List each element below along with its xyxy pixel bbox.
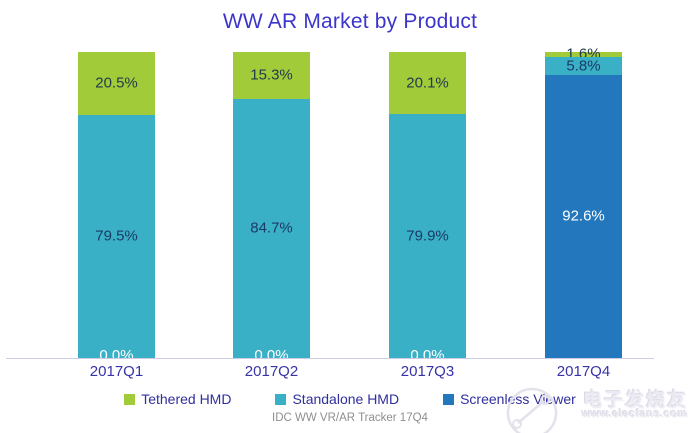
value-label-screenless-viewer-2017Q4: 92.6% — [562, 207, 605, 225]
segment-screenless-viewer-2017Q4[interactable]: 92.6% — [545, 74, 622, 358]
segment-standalone-hmd-2017Q1[interactable]: 79.5% — [78, 114, 155, 358]
watermark: 电子发烧友 www.elecfans.com — [506, 383, 696, 433]
segment-standalone-hmd-2017Q4[interactable]: 5.8% — [545, 56, 622, 75]
x-axis-label-2017Q1: 2017Q1 — [89, 363, 144, 380]
value-label-screenless-viewer-2017Q1: 0.0% — [99, 347, 134, 358]
bar-2017Q4[interactable]: 1.6% 5.8% 92.6% — [545, 47, 622, 358]
legend-label: Tethered HMD — [141, 391, 232, 407]
x-axis-line — [6, 358, 654, 359]
watermark-url: www.elecfans.com — [581, 408, 688, 420]
x-axis-label-2017Q4: 2017Q4 — [556, 363, 611, 380]
bar-2017Q3[interactable]: 20.1% 79.9% 0.0% — [389, 52, 466, 358]
segment-standalone-hmd-2017Q2[interactable]: 84.7% — [233, 98, 310, 358]
legend-swatch-icon — [443, 393, 455, 405]
legend-item-standalone-hmd[interactable]: Standalone HMD — [275, 392, 399, 406]
chart-legend: Tethered HMD Standalone HMD Screenless Vie… — [0, 392, 700, 406]
legend-item-tethered-hmd[interactable]: Tethered HMD — [124, 392, 231, 406]
value-label-screenless-viewer-2017Q3: 0.0% — [410, 347, 445, 358]
value-label-standalone-hmd-2017Q3: 79.9% — [406, 227, 449, 245]
value-label-standalone-hmd-2017Q4: 5.8% — [566, 57, 601, 75]
value-label-standalone-hmd-2017Q2: 84.7% — [250, 219, 293, 237]
legend-label: Standalone HMD — [292, 391, 400, 407]
x-axis-label-2017Q3: 2017Q3 — [400, 363, 455, 380]
value-label-screenless-viewer-2017Q2: 0.0% — [254, 347, 289, 358]
legend-swatch-icon — [124, 393, 136, 405]
source-caption: IDC WW VR/AR Tracker 17Q4 — [272, 412, 428, 424]
segment-tethered-hmd-2017Q1[interactable]: 20.5% — [78, 52, 155, 115]
bar-2017Q2[interactable]: 15.3% 84.7% 0.0% — [233, 52, 310, 358]
plot-area: 20.5% 79.5% 0.0% 15.3% 84.7% 0.0% 20.1% 79.9% 0.… — [0, 47, 700, 358]
value-label-tethered-hmd-2017Q2: 15.3% — [250, 66, 293, 84]
value-label-tethered-hmd-2017Q3: 20.1% — [406, 74, 449, 92]
segment-tethered-hmd-2017Q2[interactable]: 15.3% — [233, 52, 310, 99]
segment-standalone-hmd-2017Q3[interactable]: 79.9% — [389, 113, 466, 358]
segment-tethered-hmd-2017Q3[interactable]: 20.1% — [389, 52, 466, 114]
watermark-name: 电子发烧友 — [582, 390, 688, 411]
chart-title: WW AR Market by Product — [222, 10, 478, 33]
elecfans-logo-icon — [506, 387, 558, 433]
legend-swatch-icon — [275, 393, 287, 405]
x-axis-label-2017Q2: 2017Q2 — [244, 363, 299, 380]
bar-2017Q1[interactable]: 20.5% 79.5% 0.0% — [78, 52, 155, 358]
value-label-tethered-hmd-2017Q1: 20.5% — [95, 74, 138, 92]
value-label-standalone-hmd-2017Q1: 79.5% — [95, 227, 138, 245]
